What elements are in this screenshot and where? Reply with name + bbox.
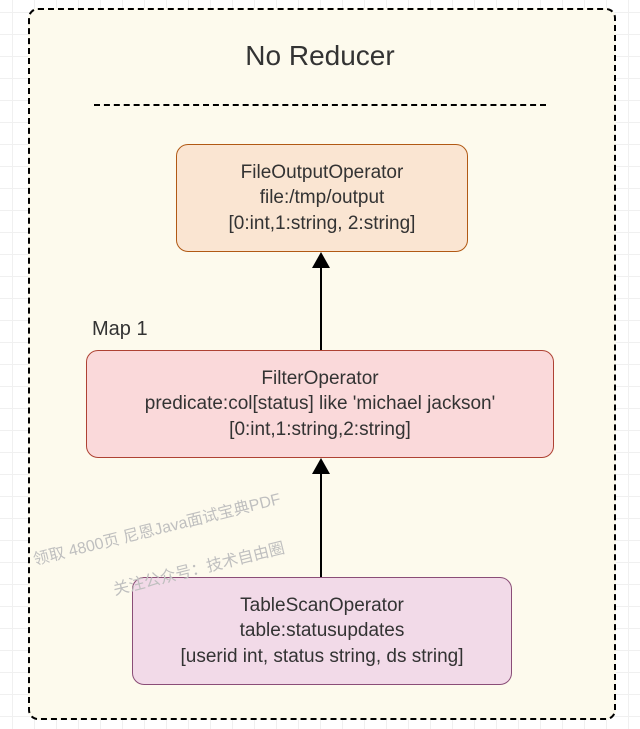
node-line: file:/tmp/output bbox=[260, 185, 385, 211]
node-line: table:statusupdates bbox=[240, 618, 405, 644]
arrow-line-filter-to-output bbox=[320, 268, 322, 350]
node-fileoutput: FileOutputOperator file:/tmp/output [0:i… bbox=[176, 144, 468, 252]
title-divider bbox=[94, 104, 546, 106]
stage-label-map1: Map 1 bbox=[92, 318, 148, 341]
node-line: FilterOperator bbox=[261, 366, 378, 392]
node-line: [userid int, status string, ds string] bbox=[180, 644, 463, 670]
node-line: FileOutputOperator bbox=[241, 160, 404, 186]
node-line: [0:int,1:string,2:string] bbox=[229, 417, 411, 443]
node-line: predicate:col[status] like 'michael jack… bbox=[145, 391, 495, 417]
node-line: TableScanOperator bbox=[240, 593, 404, 619]
node-line: [0:int,1:string, 2:string] bbox=[229, 211, 416, 237]
node-filter: FilterOperator predicate:col[status] lik… bbox=[86, 350, 554, 458]
node-tablescan: TableScanOperator table:statusupdates [u… bbox=[132, 577, 512, 685]
arrow-line-scan-to-filter bbox=[320, 474, 322, 577]
diagram-title: No Reducer bbox=[0, 40, 640, 72]
arrow-head-scan-to-filter bbox=[312, 458, 330, 474]
arrow-head-filter-to-output bbox=[312, 252, 330, 268]
